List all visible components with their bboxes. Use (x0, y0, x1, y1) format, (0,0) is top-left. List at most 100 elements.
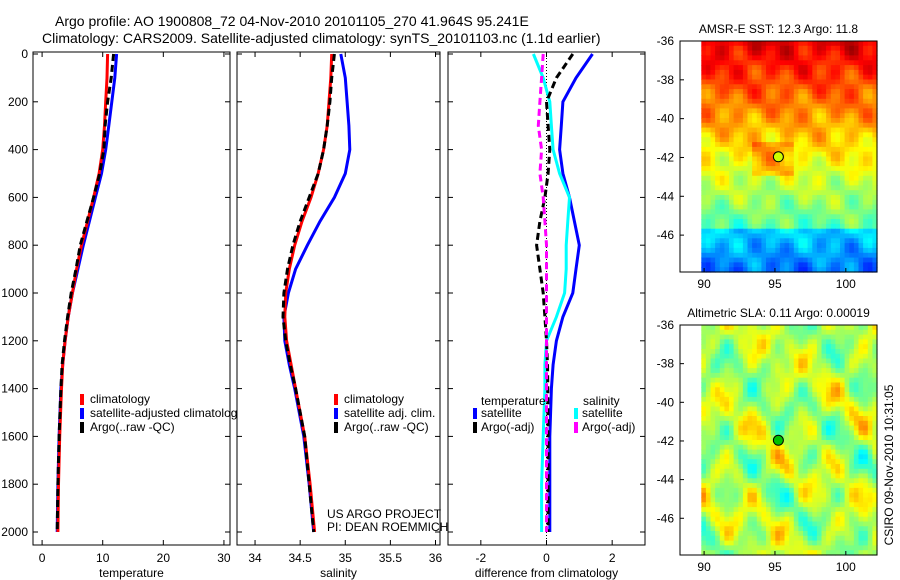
map-cell (849, 363, 855, 369)
map-cell (812, 545, 818, 551)
map-cell (779, 425, 786, 431)
map-cell (724, 156, 730, 162)
map-cell (733, 204, 739, 210)
map-cell (761, 132, 767, 138)
map-cell (724, 175, 730, 182)
map-cell (849, 526, 855, 532)
map-cell (798, 228, 804, 235)
map-cell (826, 392, 832, 398)
map-cell (849, 238, 855, 244)
map-cell (770, 223, 776, 230)
map-cell (826, 41, 832, 47)
map-cell (784, 435, 790, 441)
map-cell (752, 459, 758, 465)
map-cell (853, 444, 860, 451)
map-cell (789, 349, 795, 355)
map-cell (835, 103, 841, 109)
map-cell (747, 93, 753, 100)
map-cell (821, 55, 827, 61)
map-cell (701, 233, 707, 239)
map-cell (770, 127, 776, 133)
x-tick-label: 0 (543, 551, 550, 565)
map-cell (867, 516, 873, 523)
map-cell (715, 325, 721, 331)
map-cell (849, 209, 855, 215)
map-cell (826, 156, 832, 162)
map-cell (752, 382, 758, 388)
map-cell (867, 45, 873, 52)
map-cell (775, 233, 781, 239)
map-cell (812, 502, 818, 508)
map-cell (752, 84, 758, 90)
map-cell (784, 98, 790, 105)
map-cell (872, 430, 878, 436)
map-cell (779, 339, 786, 345)
map-cell (840, 89, 846, 95)
map-cell (719, 459, 725, 465)
map-cell (710, 492, 716, 499)
map-cell (872, 396, 878, 403)
map-cell (747, 65, 753, 71)
map-cell (867, 98, 873, 105)
map-cell (844, 74, 850, 81)
map-cell (863, 243, 869, 249)
map-cell (705, 420, 712, 427)
map-cell (853, 540, 860, 546)
map-cell (872, 329, 878, 336)
map-cell (863, 473, 869, 479)
map-cell (752, 507, 758, 513)
map-cell (729, 74, 735, 81)
map-cell (761, 118, 767, 124)
map-cell (747, 84, 753, 90)
map-cell (784, 45, 790, 52)
map-cell (756, 483, 762, 489)
map-cell (701, 401, 707, 408)
map-cell (858, 233, 864, 239)
map-cell (729, 238, 735, 244)
map-cell (705, 214, 712, 220)
map-cell (789, 166, 795, 172)
map-cell (733, 353, 739, 360)
map-cell (779, 420, 786, 427)
map-cell (724, 363, 730, 369)
plot-frame-1 (32, 51, 231, 546)
map-cell (853, 473, 860, 479)
map-cell (803, 334, 809, 340)
map-cell (826, 98, 832, 105)
map-cell (747, 550, 753, 556)
map-cell (775, 325, 781, 331)
map-cell (840, 151, 846, 158)
map-cell (766, 113, 772, 119)
map-cell (844, 444, 850, 451)
map-cell (742, 175, 749, 182)
map-cell (840, 118, 846, 124)
map-cell (793, 449, 799, 455)
map-cell (775, 377, 781, 384)
map-cell (715, 65, 721, 71)
map-cell (710, 146, 716, 153)
y-tick-label: 400 (8, 143, 28, 157)
map-cell (784, 233, 790, 239)
map-cell (840, 358, 846, 364)
map-cell (872, 416, 878, 422)
map-cell (863, 195, 869, 201)
map-cell (803, 252, 809, 259)
map-cell (710, 103, 716, 109)
map-cell (853, 459, 860, 465)
map-cell (807, 540, 813, 546)
map-cell (715, 233, 721, 239)
map-cell (724, 358, 730, 364)
map-cell (705, 349, 712, 355)
map-cell (779, 502, 786, 508)
map-cell (756, 507, 762, 513)
map-cell (872, 334, 878, 340)
map-cell (858, 223, 864, 230)
map-cell (840, 267, 846, 273)
map-cell (710, 60, 716, 66)
map-cell (858, 127, 864, 133)
y-tick-label: 1800 (1, 477, 28, 491)
map-cell (719, 89, 725, 95)
map-cell (729, 521, 735, 527)
map-cell (858, 214, 864, 220)
map-cell (779, 511, 786, 518)
